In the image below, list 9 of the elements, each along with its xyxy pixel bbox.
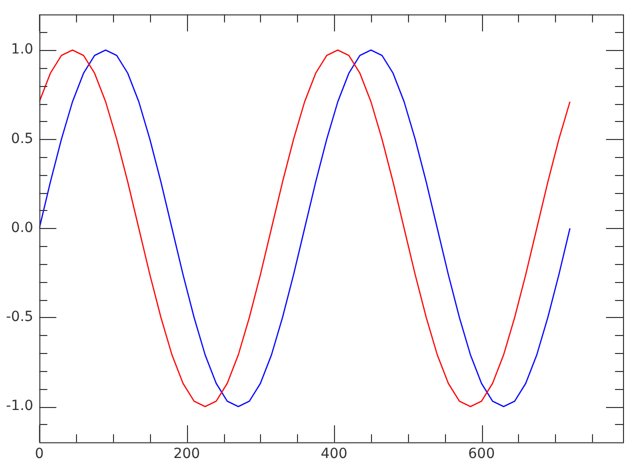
x-tick-label: 200: [173, 446, 200, 462]
x-tick-label: 600: [468, 446, 495, 462]
y-tick-label: -0.5: [6, 309, 34, 326]
y-tick-label: 0.5: [11, 130, 34, 147]
y-tick-label: -1.0: [6, 398, 34, 414]
y-tick-label: 0.0: [11, 220, 34, 236]
y-tick-label: 1.0: [11, 42, 34, 58]
x-tick-label: 0: [34, 446, 44, 462]
x-tick-label: 400: [320, 446, 348, 462]
